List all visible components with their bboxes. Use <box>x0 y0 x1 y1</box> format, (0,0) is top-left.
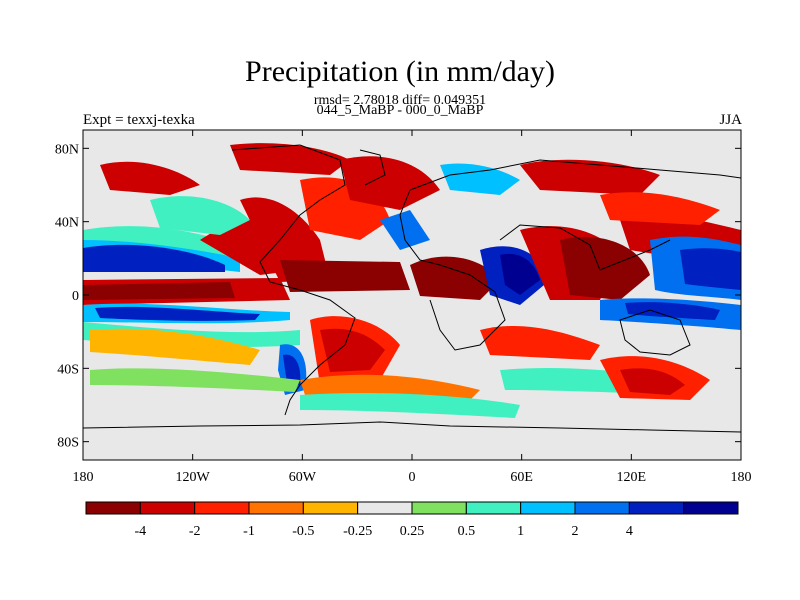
colorbar-label: 0.25 <box>400 524 425 539</box>
lon-tick-label: 120E <box>617 470 647 485</box>
colorbar-swatch <box>574 501 630 515</box>
colorbar-label: -0.25 <box>343 524 372 539</box>
colorbar-label: -4 <box>134 524 146 539</box>
colorbar-swatch <box>194 501 250 515</box>
colorbar-swatch <box>248 501 304 515</box>
colorbar-label: -1 <box>243 524 255 539</box>
longitude-axis: 180 120W 60W 0 60E 120E 180 <box>73 130 752 485</box>
map-title: Precipitation (in mm/day) <box>245 55 555 88</box>
colorbar-label: -0.5 <box>292 524 314 539</box>
coastlines <box>83 144 741 433</box>
lat-tick-label: 40N <box>55 216 79 231</box>
colorbar-swatch <box>628 501 685 515</box>
colorbar: -4 -2 -1 -0.5 -0.25 0.25 0.5 1 2 4 <box>85 501 739 539</box>
colorbar-label: -2 <box>189 524 201 539</box>
colorbar-label: 4 <box>626 524 633 539</box>
colorbar-swatch <box>357 501 413 515</box>
lon-tick-label: 60E <box>510 470 533 485</box>
lat-tick-label: 80S <box>57 436 79 451</box>
experiment-label: Expt = texxj-texka <box>83 112 195 128</box>
colorbar-swatch <box>139 501 196 515</box>
lon-tick-label: 60W <box>289 470 317 485</box>
colorbar-swatch <box>302 501 359 515</box>
colorbar-swatch <box>520 501 576 515</box>
lat-tick-label: 80N <box>55 142 79 157</box>
lon-tick-label: 180 <box>731 470 752 485</box>
lat-tick-label: 0 <box>72 289 79 304</box>
stats-line: rmsd= 2.78018 diff= 0.049351 <box>313 93 487 108</box>
lon-tick-label: 0 <box>409 470 416 485</box>
season-label: JJA <box>719 112 742 128</box>
colorbar-label: 1 <box>517 524 524 539</box>
colorbar-label: 2 <box>572 524 579 539</box>
colorbar-swatch <box>465 501 522 515</box>
colorbar-swatch <box>683 501 739 515</box>
colorbar-swatch <box>411 501 467 515</box>
lon-tick-label: 120W <box>176 470 211 485</box>
lon-tick-label: 180 <box>73 470 94 485</box>
anomaly-field <box>83 143 741 418</box>
experiment-line: 044_5_MaBP - 000_0_MaBP <box>316 103 484 118</box>
lat-tick-label: 40S <box>57 362 79 377</box>
colorbar-label: 0.5 <box>458 524 476 539</box>
latitude-axis: 80N 40N 0 40S 80S <box>55 142 741 451</box>
map-plot-area <box>82 129 742 461</box>
colorbar-swatch <box>85 501 141 515</box>
